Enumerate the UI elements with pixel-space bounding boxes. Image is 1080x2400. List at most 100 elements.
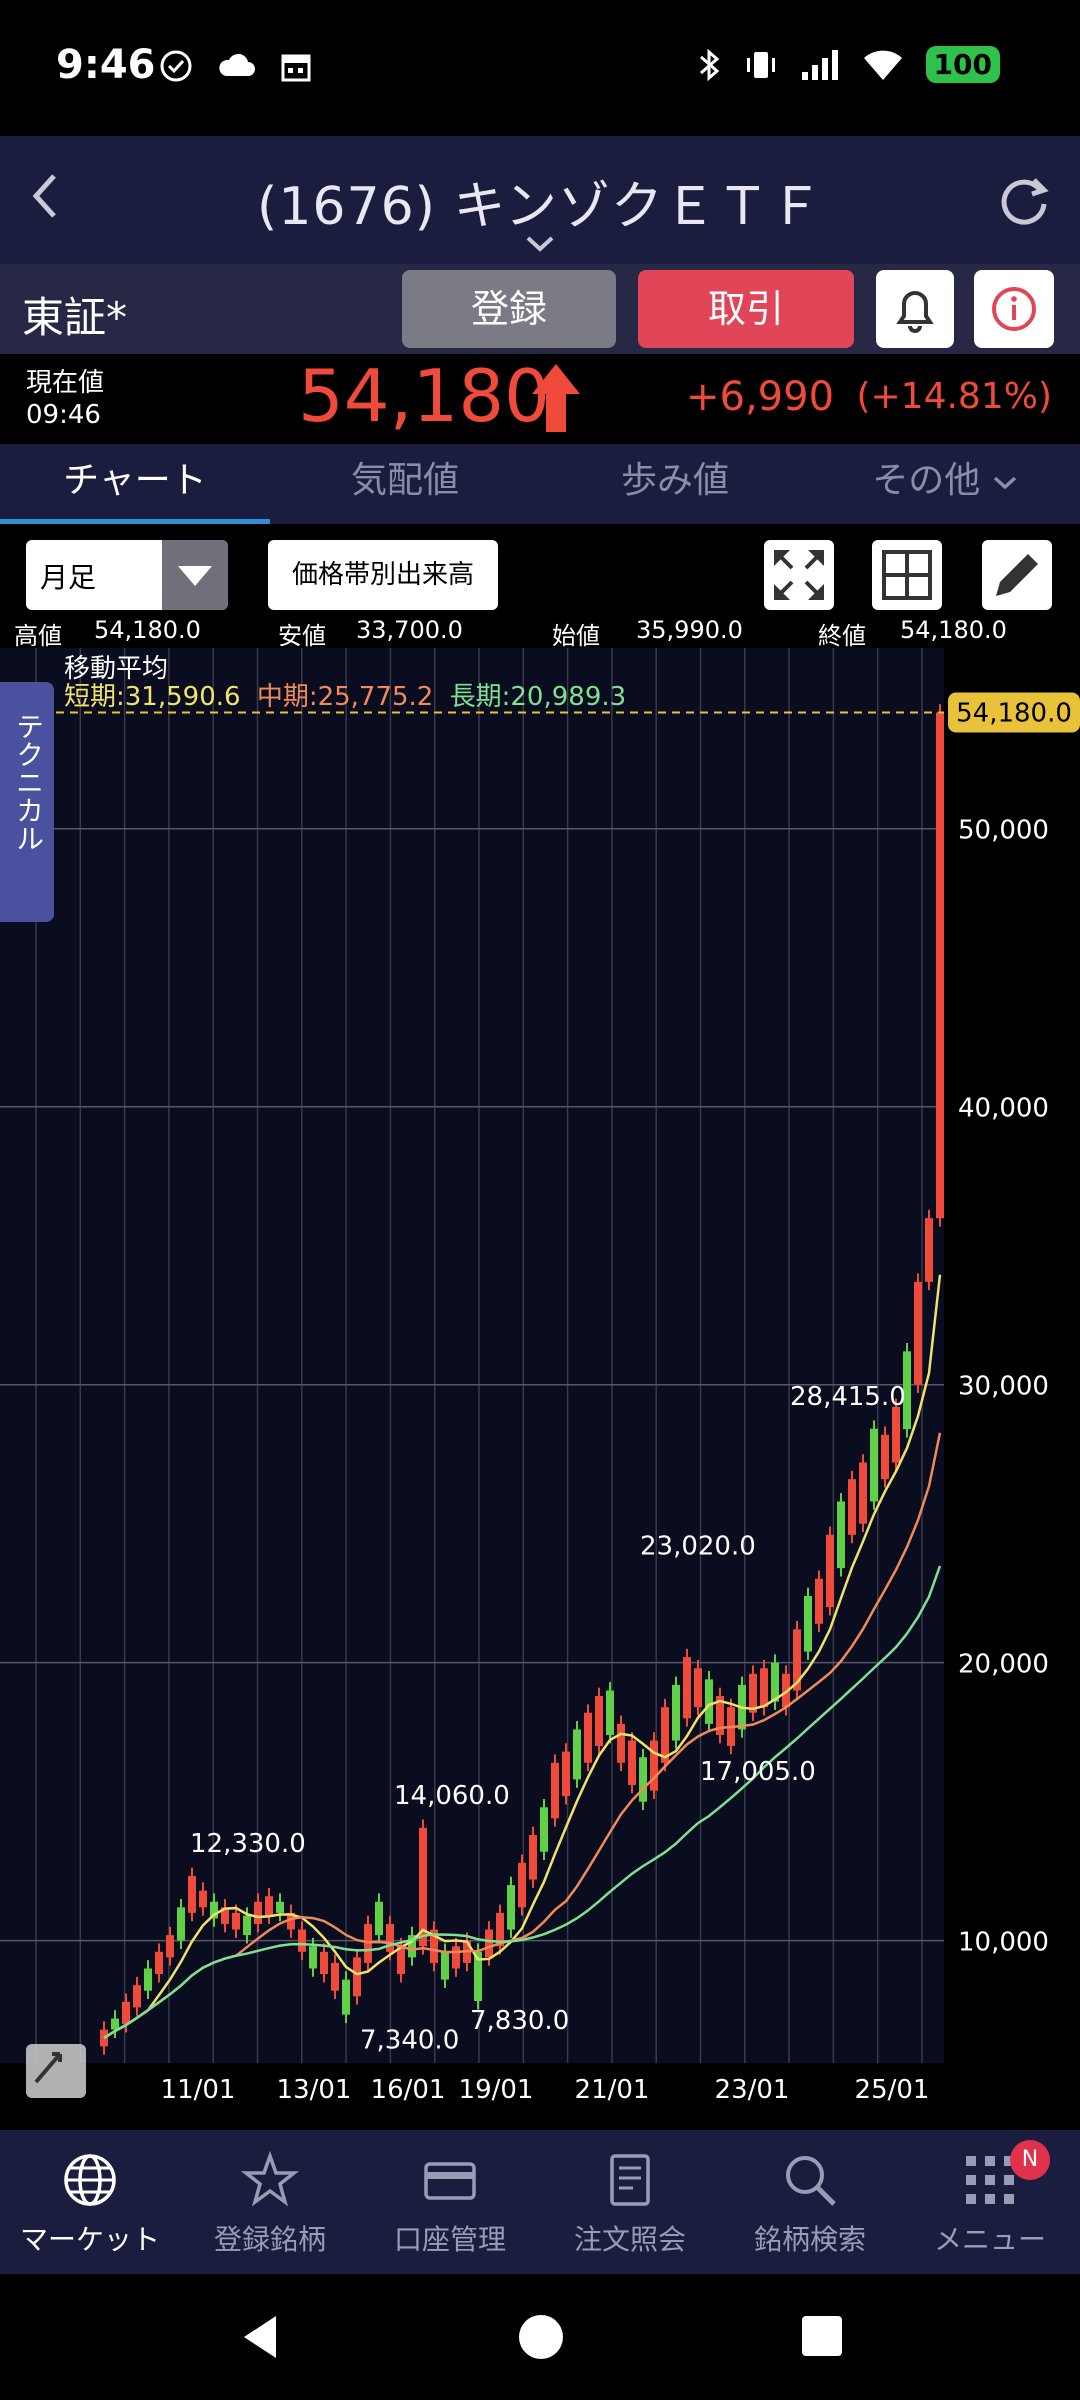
chart-area[interactable]: 50,000 40,000 30,000 20,000 10,000 11/01 13/01… [0,648,1080,2120]
layout-button[interactable] [872,540,942,610]
system-home-icon[interactable] [516,2312,566,2362]
fullscreen-button[interactable] [764,540,834,610]
nav-orders[interactable]: 注文照会 [540,2130,720,2274]
candle-body [749,1673,757,1713]
candle-body [199,1890,207,1908]
nav-search[interactable]: 銘柄検索 [720,2130,900,2274]
alert-button[interactable] [876,270,954,348]
candle-body [760,1668,768,1708]
y-tick-label: 10,000 [958,1928,1049,1958]
draw-button[interactable] [982,540,1052,610]
price-annotation: 7,830.0 [470,2006,569,2036]
price-annotation: 12,330.0 [190,1829,306,1859]
high-label: 高値 [14,622,62,650]
candle-body [375,1901,383,1936]
check-circle-icon [160,50,192,82]
info-button[interactable] [974,270,1054,348]
price-time: 09:46 [26,400,101,430]
candle-body [540,1807,548,1852]
y-tick-label: 50,000 [958,816,1049,846]
candle-body [859,1462,867,1524]
x-tick-label: 25/01 [855,2075,930,2105]
candle-body [485,1929,493,1958]
close-label: 終値 [818,622,866,650]
candle-body [595,1696,603,1747]
nav-watchlist[interactable]: 登録銘柄 [180,2130,360,2274]
period-select[interactable]: 月足 [26,540,228,610]
nav-market[interactable]: マーケット [0,2130,180,2274]
candle-body [551,1762,559,1819]
low-label: 安値 [278,622,326,650]
document-icon [610,2154,650,2206]
nav-menu[interactable]: メニュー N [900,2130,1080,2274]
chevron-down-icon [993,476,1016,490]
last-price-badge [948,692,1080,733]
plot-background [0,648,944,2063]
nav-market-label: マーケット [19,2223,160,2256]
tab-bar: チャート 気配値 歩み値 その他 [0,444,1080,524]
nav-account[interactable]: 口座管理 [360,2130,540,2274]
page-title[interactable]: (1676) キンゾクＥＴＦ [257,177,823,237]
system-recents-icon[interactable] [800,2314,844,2358]
exchange-label[interactable]: 東証* [22,293,128,342]
wifi-icon [863,50,902,80]
bell-icon [896,291,934,333]
status-time: 9:46 [56,42,156,88]
candle-body [892,1406,900,1463]
signal-icon [801,49,838,80]
current-price: 54,180 [298,354,550,438]
x-tick-label: 13/01 [277,2075,352,2105]
price-label: 現在値 [26,368,105,398]
candle-body [276,1901,284,1913]
close-value: 54,180.0 [900,616,1007,644]
calendar-icon [281,54,311,82]
tab-other[interactable]: その他 [810,444,1080,524]
system-nav-bar [0,2274,1080,2400]
refresh-button[interactable] [994,170,1054,230]
candle-body [617,1723,625,1763]
volume-by-price-button[interactable]: 価格帯別出来高 [268,540,498,610]
candle-body [452,1946,460,1969]
drawing-mode-toggle[interactable] [22,2032,96,2102]
title-chevron-down-icon[interactable] [524,228,556,261]
system-back-icon[interactable] [236,2312,286,2362]
nav-search-label: 銘柄検索 [753,2223,866,2256]
candle-body [782,1673,790,1708]
candle-body [430,1929,438,1963]
nav-account-label: 口座管理 [393,2223,506,2256]
tab-ticks[interactable]: 歩み値 [620,460,729,501]
candle-body [122,2001,130,2025]
ma-short-line [103,1274,942,2040]
candle-body [584,1712,592,1763]
tab-quotes[interactable]: 気配値 [350,460,459,501]
back-button[interactable] [24,166,84,226]
candle-body [573,1729,581,1780]
candle-body [408,1935,416,1958]
candle-body [650,1740,658,1791]
y-tick-label: 40,000 [958,1094,1049,1124]
candle-body [606,1690,614,1735]
price-annotation: 17,005.0 [700,1757,816,1787]
candle-body [683,1657,691,1719]
star-icon [240,2150,300,2207]
technical-tab[interactable]: テクニカル [0,682,54,922]
candle-body [441,1951,449,1980]
candle-body [562,1751,570,1797]
candle-body [496,1912,504,1947]
x-tick-label: 21/01 [575,2075,650,2105]
y-tick-label: 30,000 [958,1372,1049,1402]
ma-mid-line [103,1432,942,2040]
candle-body [111,2018,119,2030]
price-annotation: 28,415.0 [790,1382,906,1412]
status-icons-left [158,48,314,84]
candle-body [837,1501,845,1569]
trade-button[interactable]: 取引 [638,270,854,348]
vibrate-icon [746,51,775,78]
ma-short: 短期:31,590.6 [64,682,241,712]
price-chart[interactable]: 50,000 40,000 30,000 20,000 10,000 11/01 13/01… [0,648,1080,2120]
ma-long: 長期:20,989.3 [449,682,627,712]
candle-body [287,1912,295,1930]
tab-chart[interactable]: チャート [0,444,270,524]
caret-down-icon [178,566,212,586]
register-button[interactable]: 登録 [402,270,616,348]
